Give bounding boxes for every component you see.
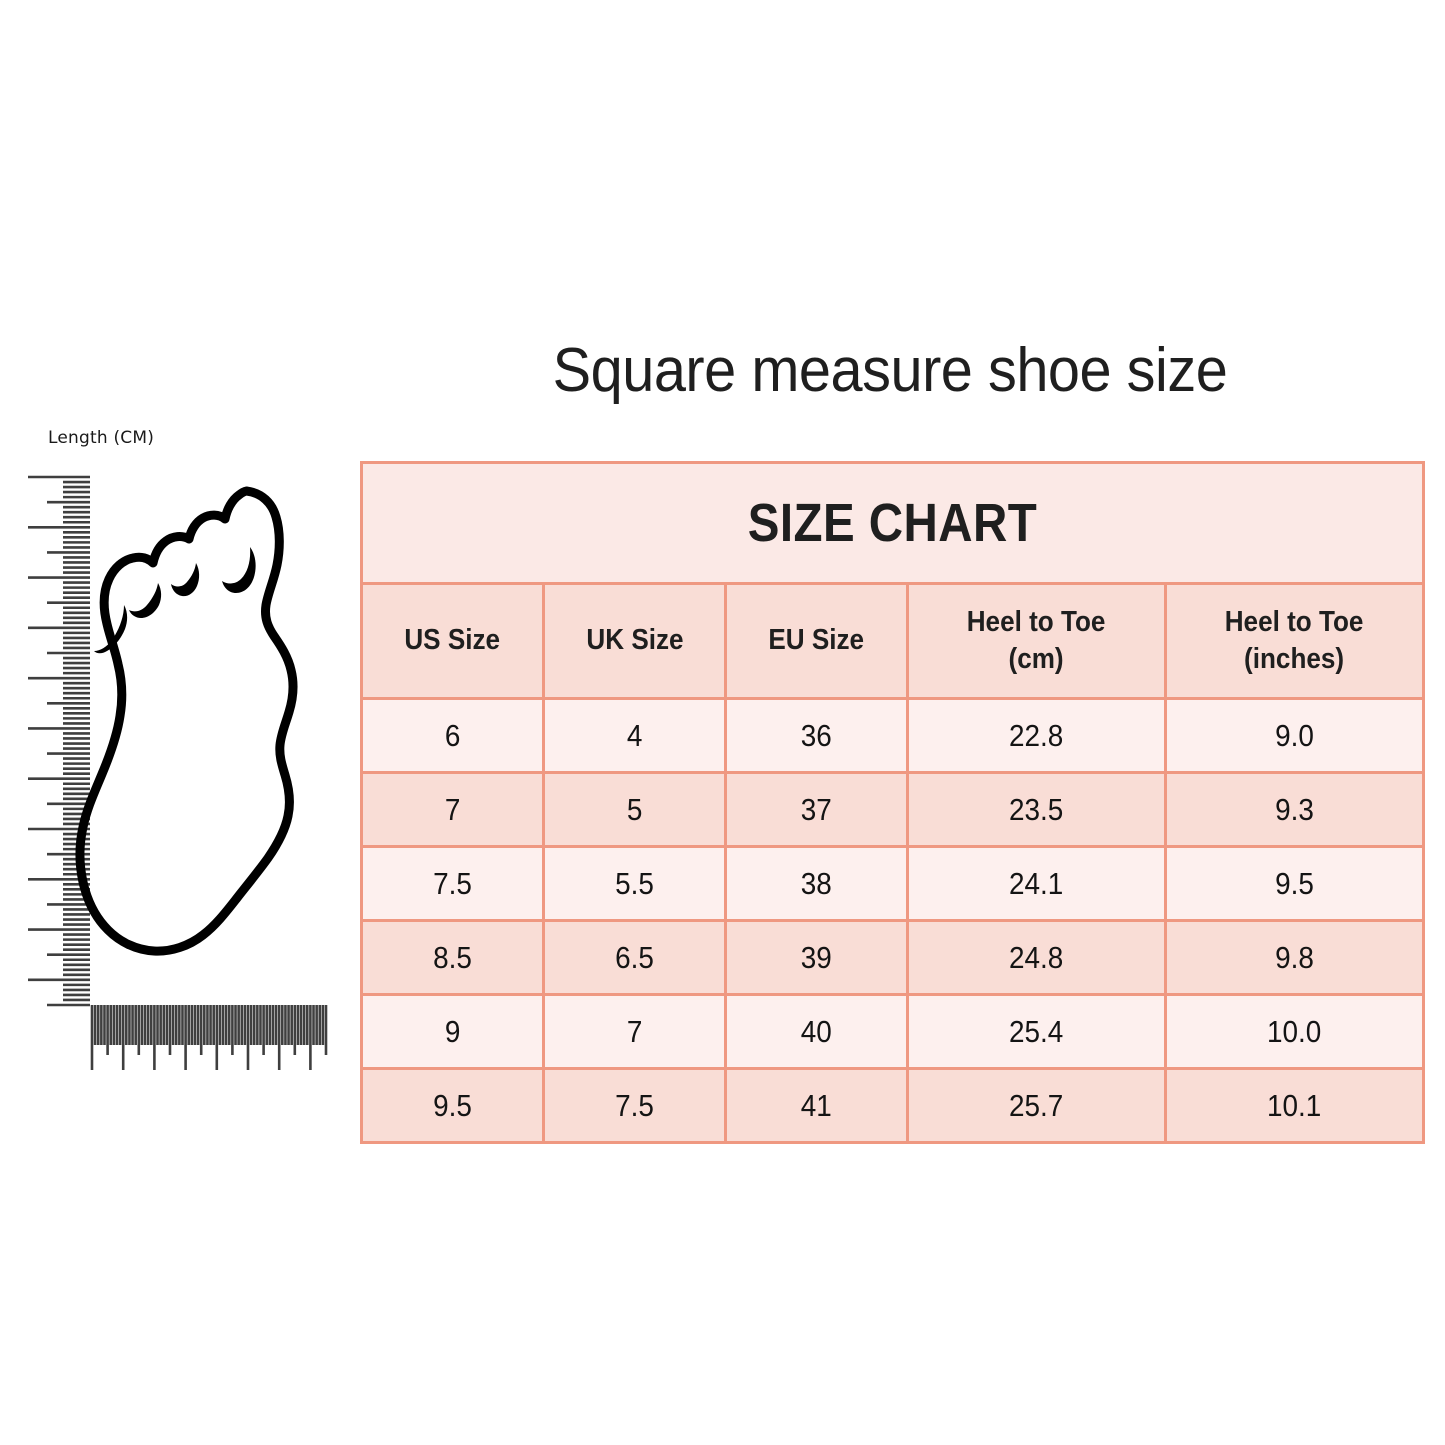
- table-cell-r1-c4: 9.3: [1163, 771, 1426, 848]
- table-row: 9.5 7.5 41 25.7 10.1: [360, 1067, 1426, 1144]
- table-cell-r4-c2: 40: [724, 993, 909, 1070]
- table-cell-value: 24.8: [1009, 939, 1064, 975]
- table-cell-r5-c1: 7.5: [542, 1067, 727, 1144]
- measure-panel: Length (CM): [0, 0, 350, 1445]
- horizontal-ruler-icon: [90, 1005, 328, 1070]
- table-cell-value: 7: [626, 1013, 643, 1049]
- length-label: Length (CM): [48, 428, 155, 448]
- column-header-0: US Size: [360, 582, 545, 700]
- table-cell-value: 5: [626, 791, 643, 827]
- table-cell-r4-c3: 25.4: [906, 993, 1167, 1070]
- column-header-2: EU Size: [724, 582, 909, 700]
- table-cell-value: 36: [800, 717, 833, 753]
- column-header-label: EU Size: [768, 624, 865, 657]
- table-cell-r0-c3: 22.8: [906, 697, 1167, 774]
- table-cell-value: 8.5: [433, 939, 472, 975]
- table-cell-r0-c4: 9.0: [1163, 697, 1426, 774]
- table-banner-row: SIZE CHART: [359, 461, 1426, 585]
- table-cell-r5-c3: 25.7: [906, 1067, 1167, 1144]
- table-cell-value: 4: [626, 717, 643, 753]
- table-cell-value: 9.0: [1275, 717, 1314, 753]
- table-cell-r0-c2: 36: [724, 697, 909, 774]
- table-cell-r4-c0: 9: [360, 993, 545, 1070]
- table-row: 7 5 37 23.5 9.3: [360, 771, 1426, 848]
- column-header-1: UK Size: [542, 582, 727, 700]
- table-cell-value: 23.5: [1009, 791, 1064, 827]
- table-cell-r4-c1: 7: [542, 993, 727, 1070]
- table-cell-value: 39: [800, 939, 833, 975]
- table-cell-value: 40: [800, 1013, 833, 1049]
- table-row: 7.5 5.5 38 24.1 9.5: [360, 845, 1426, 922]
- table-cell-r0-c1: 4: [542, 697, 727, 774]
- table-cell-r5-c4: 10.1: [1163, 1067, 1426, 1144]
- table-cell-r5-c2: 41: [724, 1067, 909, 1144]
- table-cell-r4-c4: 10.0: [1163, 993, 1426, 1070]
- table-cell-value: 7.5: [433, 865, 472, 901]
- table-cell-r1-c1: 5: [542, 771, 727, 848]
- size-chart-banner-text: SIZE CHART: [747, 493, 1038, 553]
- table-cell-r1-c0: 7: [360, 771, 545, 848]
- table-row: 8.5 6.5 39 24.8 9.8: [360, 919, 1426, 996]
- table-cell-r2-c2: 38: [724, 845, 909, 922]
- column-header-label: US Size: [404, 624, 501, 657]
- table-cell-r2-c4: 9.5: [1163, 845, 1426, 922]
- table-cell-r3-c4: 9.8: [1163, 919, 1426, 996]
- foot-sole-outline-icon: [75, 486, 298, 956]
- table-cell-value: 25.4: [1009, 1013, 1064, 1049]
- table-row: 9 7 40 25.4 10.0: [360, 993, 1426, 1070]
- table-cell-value: 9.5: [433, 1087, 472, 1123]
- table-cell-value: 10.1: [1267, 1087, 1322, 1123]
- column-header-label: Heel to Toe (cm): [967, 605, 1106, 675]
- table-header-row: US Size UK Size EU Size Heel to Toe (cm) Hee…: [360, 582, 1426, 700]
- table-cell-value: 5.5: [615, 865, 654, 901]
- table-cell-r5-c0: 9.5: [360, 1067, 545, 1144]
- table-cell-value: 10.0: [1267, 1013, 1322, 1049]
- size-chart-table: SIZE CHART US Size UK Size EU Size Heel to …: [359, 461, 1426, 1144]
- table-cell-value: 22.8: [1009, 717, 1064, 753]
- table-cell-r2-c0: 7.5: [360, 845, 545, 922]
- table-cell-value: 25.7: [1009, 1087, 1064, 1123]
- column-header-4: Heel to Toe (inches): [1163, 582, 1426, 700]
- table-cell-value: 24.1: [1009, 865, 1064, 901]
- column-header-label: UK Size: [585, 624, 684, 657]
- table-cell-value: 9: [444, 1013, 461, 1049]
- table-cell-value: 9.8: [1275, 939, 1314, 975]
- column-header-3: Heel to Toe (cm): [906, 582, 1167, 700]
- table-cell-r2-c3: 24.1: [906, 845, 1167, 922]
- column-header-label: Heel to Toe (inches): [1225, 605, 1364, 675]
- table-cell-r3-c1: 6.5: [542, 919, 727, 996]
- table-cell-value: 9.3: [1275, 791, 1314, 827]
- table-cell-r1-c3: 23.5: [906, 771, 1167, 848]
- table-cell-value: 41: [800, 1087, 833, 1123]
- table-cell-value: 7: [444, 791, 461, 827]
- table-cell-value: 6.5: [615, 939, 654, 975]
- table-cell-r1-c2: 37: [724, 771, 909, 848]
- table-cell-r3-c2: 39: [724, 919, 909, 996]
- table-cell-value: 37: [800, 791, 833, 827]
- table-cell-r2-c1: 5.5: [542, 845, 727, 922]
- page-title: Square measure shoe size: [552, 336, 1228, 405]
- table-cell-value: 6: [444, 717, 461, 753]
- table-row: 6 4 36 22.8 9.0: [360, 697, 1426, 774]
- table-cell-r3-c3: 24.8: [906, 919, 1167, 996]
- table-cell-r0-c0: 6: [360, 697, 545, 774]
- table-cell-value: 38: [800, 865, 833, 901]
- size-chart-banner: SIZE CHART: [359, 461, 1426, 585]
- table-cell-value: 7.5: [615, 1087, 654, 1123]
- table-cell-value: 9.5: [1275, 865, 1314, 901]
- table-cell-r3-c0: 8.5: [360, 919, 545, 996]
